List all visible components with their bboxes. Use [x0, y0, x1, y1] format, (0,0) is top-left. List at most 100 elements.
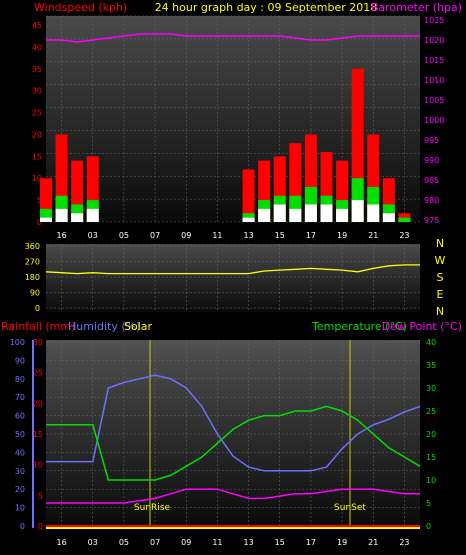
rainfall-tick-label: 5	[38, 491, 43, 500]
hour-tick-label: 13	[243, 538, 253, 547]
direction-tick-label: 360	[25, 242, 40, 251]
temperature-tick-label: 25	[426, 407, 436, 416]
hour-tick-label: 09	[181, 538, 191, 547]
hour-tick-label: 13	[243, 231, 253, 240]
hour-tick-label: 17	[306, 538, 316, 547]
wind-speed-bar	[336, 208, 349, 222]
hour-tick-label: 16	[56, 231, 66, 240]
hour-tick-label: 15	[275, 538, 285, 547]
wind-speed-bar	[258, 208, 271, 222]
windspeed-tick-label: 35	[32, 65, 42, 74]
compass-letter: E	[437, 288, 444, 301]
hour-tick-label: 23	[399, 231, 409, 240]
hour-tick-label: 21	[368, 538, 378, 547]
humidity-tick-label: 100	[10, 338, 25, 347]
direction-tick-label: 0	[35, 304, 40, 313]
direction-panel-grid	[46, 244, 420, 312]
rainfall-tick-label: 0	[38, 522, 43, 531]
wind-direction-line	[45, 264, 420, 275]
solar-axis-title: Solar	[124, 320, 153, 333]
hour-tick-label: 03	[88, 538, 98, 547]
temperature-tick-labels: 0 5 10 15 20 25 30 35 40	[426, 338, 436, 531]
hour-tick-label: 15	[275, 231, 285, 240]
barometer-tick-label: 995	[424, 136, 439, 145]
temperature-tick-label: 40	[426, 338, 436, 347]
humidity-line	[46, 374, 421, 472]
climate-hour-tick-labels: 16 03 05 07 09 11 13 15 17 19 21 23	[56, 538, 409, 547]
compass-letter: N	[436, 305, 444, 318]
humidity-tick-label: 10	[15, 504, 25, 513]
temperature-tick-label: 30	[426, 384, 436, 393]
temperature-line	[46, 405, 421, 481]
humidity-tick-label: 20	[15, 485, 25, 494]
wind-hour-tick-labels: 16 03 05 07 09 11 13 15 17 19 21 23	[56, 231, 409, 240]
hour-tick-label: 19	[337, 231, 347, 240]
hour-tick-label: 16	[56, 538, 66, 547]
barometer-tick-label: 1000	[424, 116, 444, 125]
barometer-tick-labels: 975 980 985 990 995 1000 1005 1010 1015 1020 1025	[424, 16, 444, 225]
hour-tick-label: 19	[337, 538, 347, 547]
humidity-axis-title: Humidity (%)	[68, 320, 140, 333]
windspeed-tick-label: 25	[32, 109, 42, 118]
hour-tick-label: 11	[212, 231, 222, 240]
wind-gust-bar	[55, 134, 68, 222]
graph-date-title: 24 hour graph day : 09 September 2018	[155, 1, 378, 14]
wind-speed-bar	[382, 213, 395, 222]
hour-tick-label: 21	[368, 231, 378, 240]
barometer-tick-label: 985	[424, 176, 439, 185]
compass-letter: N	[436, 237, 444, 250]
barometer-series-line	[46, 33, 420, 43]
direction-tick-label: 270	[25, 258, 40, 267]
direction-tick-labels: 0 90 180 270 360	[25, 242, 40, 313]
barometer-tick-label: 1025	[424, 16, 444, 25]
hour-tick-label: 07	[150, 231, 160, 240]
direction-tick-label: 90	[30, 289, 40, 298]
wind-speed-bar	[273, 204, 286, 222]
wind-speed-bar	[71, 213, 84, 222]
barometer-tick-label: 1020	[424, 36, 444, 45]
sunrise-label: SunRise	[134, 503, 171, 513]
wind-speed-bar	[304, 204, 317, 222]
wind-speed-bar	[86, 208, 99, 222]
humidity-tick-label: 50	[15, 430, 25, 439]
barometer-tick-label: 1005	[424, 96, 444, 105]
rainfall-tick-label: 10	[33, 461, 43, 470]
dewpoint-line	[46, 488, 420, 504]
hour-tick-label: 05	[119, 231, 129, 240]
temperature-axis-title: Temperature (°C)	[311, 320, 407, 333]
direction-panel-background	[46, 244, 420, 312]
temperature-tick-label: 5	[426, 499, 431, 508]
windspeed-tick-labels: 0 5 10 15 20 25 30 35 40 45	[32, 21, 42, 227]
compass-letter: W	[435, 254, 446, 267]
hour-tick-label: 05	[119, 538, 129, 547]
windspeed-tick-label: 40	[32, 43, 42, 52]
wind-speed-bar	[55, 208, 68, 222]
temperature-tick-label: 0	[426, 522, 431, 531]
humidity-tick-label: 30	[15, 467, 25, 476]
humidity-tick-label: 80	[15, 375, 25, 384]
rainfall-tick-labels: 0 5 10 15 20 25 30	[33, 338, 43, 531]
wind-speed-bar	[367, 204, 380, 222]
humidity-tick-label: 40	[15, 448, 25, 457]
barometer-tick-label: 990	[424, 156, 439, 165]
wind-gust-bar	[242, 169, 255, 222]
direction-tick-label: 180	[25, 273, 40, 282]
hour-tick-label: 03	[88, 231, 98, 240]
humidity-tick-labels: 0 10 20 30 40 50 60 70 80 90 100	[10, 338, 25, 531]
wind-speed-bar	[289, 208, 302, 222]
windspeed-tick-label: 0	[37, 218, 42, 227]
sunset-label: SunSet	[334, 503, 366, 513]
barometer-tick-label: 975	[424, 216, 439, 225]
hour-tick-label: 07	[150, 538, 160, 547]
barometer-axis-title: Barometer (hpa)	[371, 1, 462, 14]
rainfall-tick-label: 30	[33, 338, 43, 347]
temperature-tick-label: 10	[426, 476, 436, 485]
barometer-tick-label: 980	[424, 196, 439, 205]
temperature-tick-label: 35	[426, 361, 436, 370]
rainfall-tick-label: 20	[33, 399, 43, 408]
windspeed-tick-label: 15	[32, 152, 42, 161]
windspeed-axis-title: Windspeed (kph)	[34, 1, 127, 14]
windspeed-tick-label: 20	[32, 130, 42, 139]
